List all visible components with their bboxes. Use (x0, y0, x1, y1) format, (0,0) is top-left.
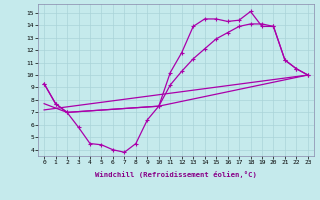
X-axis label: Windchill (Refroidissement éolien,°C): Windchill (Refroidissement éolien,°C) (95, 171, 257, 178)
